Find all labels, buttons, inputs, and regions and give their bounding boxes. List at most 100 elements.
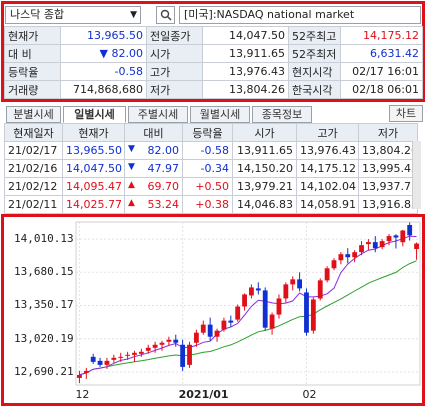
x-tick-label: 2021/01 — [178, 388, 229, 401]
cell-price: 14,025.77 — [62, 195, 125, 214]
cell-change: ▼ 82.00 — [124, 141, 183, 160]
cell-low: 13,804.26 — [358, 141, 418, 160]
cell-open: 14,150.20 — [232, 159, 297, 178]
summary-value: -0.58 — [60, 62, 147, 81]
summary-label: 전일종가 — [146, 26, 203, 45]
y-tick-label: 12,690.21 — [14, 364, 74, 378]
daily-price-table: 현재일자 현재가 대비 등락율 시가 고가 저가 21/02/17 13,965.50 ▼ 82.0… — [4, 123, 418, 214]
cell-open: 13,911.65 — [232, 141, 297, 160]
cell-change-value: 53.24 — [147, 198, 180, 211]
cell-price: 14,047.50 — [62, 159, 125, 178]
summary-value: 6,631.42 — [340, 44, 423, 63]
cell-date: 21/02/16 — [4, 159, 63, 178]
cell-rate: +0.50 — [182, 177, 233, 196]
table-row[interactable]: 21/02/12 14,095.47 ▲ 69.70 +0.50 13,979.21 14,… — [4, 177, 418, 196]
table-scrollbar[interactable] — [412, 141, 421, 209]
down-arrow-icon: ▼ — [128, 162, 135, 172]
summary-value: 02/18 06:01 — [340, 80, 423, 99]
column-header[interactable]: 등락율 — [182, 123, 233, 142]
cell-change: ▼ 47.97 — [124, 159, 183, 178]
cell-date: 21/02/12 — [4, 177, 63, 196]
search-icon — [160, 9, 172, 21]
tab-weekly[interactable]: 주별시세 — [128, 106, 188, 123]
cell-date: 21/02/17 — [4, 141, 63, 160]
column-header[interactable]: 고가 — [296, 123, 359, 142]
cell-low: 13,916.85 — [358, 195, 418, 214]
y-tick-label: 13,020.19 — [14, 331, 74, 345]
chart-panel-highlight — [1, 214, 425, 406]
cell-low: 13,995.45 — [358, 159, 418, 178]
summary-value: ▼ 82.00 — [60, 44, 147, 63]
market-info-text: [미국]:NASDAQ national market — [184, 8, 355, 21]
summary-value: 14,047.50 — [202, 26, 289, 45]
cell-open: 14,046.83 — [232, 195, 297, 214]
summary-label: 한국시각 — [288, 80, 341, 99]
cell-rate: -0.34 — [182, 159, 233, 178]
tab-monthly[interactable]: 월별시세 — [190, 106, 250, 123]
cell-change-value: 82.00 — [147, 144, 180, 157]
cell-change-value: 47.97 — [147, 162, 180, 175]
column-header[interactable]: 저가 — [358, 123, 418, 142]
y-tick-label: 13,680.15 — [14, 265, 74, 279]
summary-label: 현재가 — [4, 26, 61, 45]
market-select[interactable]: 나스닥 종합 ▼ — [5, 6, 141, 24]
tab-daily[interactable]: 일별시세 — [63, 106, 126, 123]
summary-value: 714,868,680 — [60, 80, 147, 99]
cell-high: 14,175.12 — [296, 159, 359, 178]
tab-stock-info[interactable]: 종목정보 — [252, 106, 312, 123]
cell-high: 13,976.43 — [296, 141, 359, 160]
summary-label: 시가 — [146, 44, 203, 63]
summary-value: 13,965.50 — [60, 26, 147, 45]
chevron-down-icon: ▼ — [130, 10, 137, 20]
market-info-field: [미국]:NASDAQ national market — [179, 6, 421, 24]
y-tick-label: 14,010.13 — [14, 232, 74, 246]
cell-rate: -0.58 — [182, 141, 233, 160]
table-row[interactable]: 21/02/11 14,025.77 ▲ 53.24 +0.38 14,046.83 14,… — [4, 195, 418, 214]
summary-label: 저가 — [146, 80, 203, 99]
cell-date: 21/02/11 — [4, 195, 63, 214]
cell-change: ▲ 69.70 — [124, 177, 183, 196]
summary-label: 52주최저 — [288, 44, 341, 63]
summary-label: 현지시각 — [288, 62, 341, 81]
summary-label: 거래량 — [4, 80, 61, 99]
daily-header-row: 현재일자 현재가 대비 등락율 시가 고가 저가 — [4, 123, 418, 142]
cell-price: 13,965.50 — [62, 141, 125, 160]
up-arrow-icon: ▲ — [128, 180, 135, 190]
table-row[interactable]: 21/02/17 13,965.50 ▼ 82.00 -0.58 13,911.65 13,… — [4, 141, 418, 160]
cell-open: 13,979.21 — [232, 177, 297, 196]
summary-value: 14,175.12 — [340, 26, 423, 45]
y-tick-label: 13,350.17 — [14, 298, 74, 312]
summary-panel-highlight — [1, 1, 425, 102]
table-row[interactable]: 21/02/16 14,047.50 ▼ 47.97 -0.34 14,150.20 14,… — [4, 159, 418, 178]
summary-value: 13,976.43 — [202, 62, 289, 81]
summary-value: 13,911.65 — [202, 44, 289, 63]
column-header[interactable]: 시가 — [232, 123, 297, 142]
x-tick-label: 12 — [75, 388, 90, 401]
summary-label: 대 비 — [4, 44, 61, 63]
summary-value: 13,804.26 — [202, 80, 289, 99]
up-arrow-icon: ▲ — [128, 198, 135, 208]
tab-minute[interactable]: 분별시세 — [6, 106, 61, 123]
summary-label: 52주최고 — [288, 26, 341, 45]
cell-rate: +0.38 — [182, 195, 233, 214]
column-header[interactable]: 대비 — [124, 123, 183, 142]
summary-row: 등락율 -0.58 고가 13,976.43 현지시각 02/17 16:01 — [4, 62, 423, 81]
cell-low: 13,937.71 — [358, 177, 418, 196]
summary-row: 거래량 714,868,680 저가 13,804.26 한국시각 02/18 06:01 — [4, 80, 423, 99]
cell-change: ▲ 53.24 — [124, 195, 183, 214]
x-tick-label: 02 — [302, 388, 317, 401]
cell-high: 14,058.91 — [296, 195, 359, 214]
summary-value: 02/17 16:01 — [340, 62, 423, 81]
summary-table: 현재가 13,965.50 전일종가 14,047.50 52주최고 14,175.12 대… — [4, 26, 423, 99]
summary-row: 현재가 13,965.50 전일종가 14,047.50 52주최고 14,175.12 — [4, 26, 423, 45]
summary-label: 고가 — [146, 62, 203, 81]
cell-high: 14,102.04 — [296, 177, 359, 196]
summary-row: 대 비 ▼ 82.00 시가 13,911.65 52주최저 6,631.42 — [4, 44, 423, 63]
chart-button[interactable]: 차트 — [389, 105, 423, 122]
market-select-value: 나스닥 종합 — [10, 8, 65, 21]
column-header[interactable]: 현재가 — [62, 123, 125, 142]
summary-label: 등락율 — [4, 62, 61, 81]
cell-change-value: 69.70 — [147, 180, 180, 193]
column-header[interactable]: 현재일자 — [4, 123, 63, 142]
search-button[interactable] — [156, 6, 175, 24]
